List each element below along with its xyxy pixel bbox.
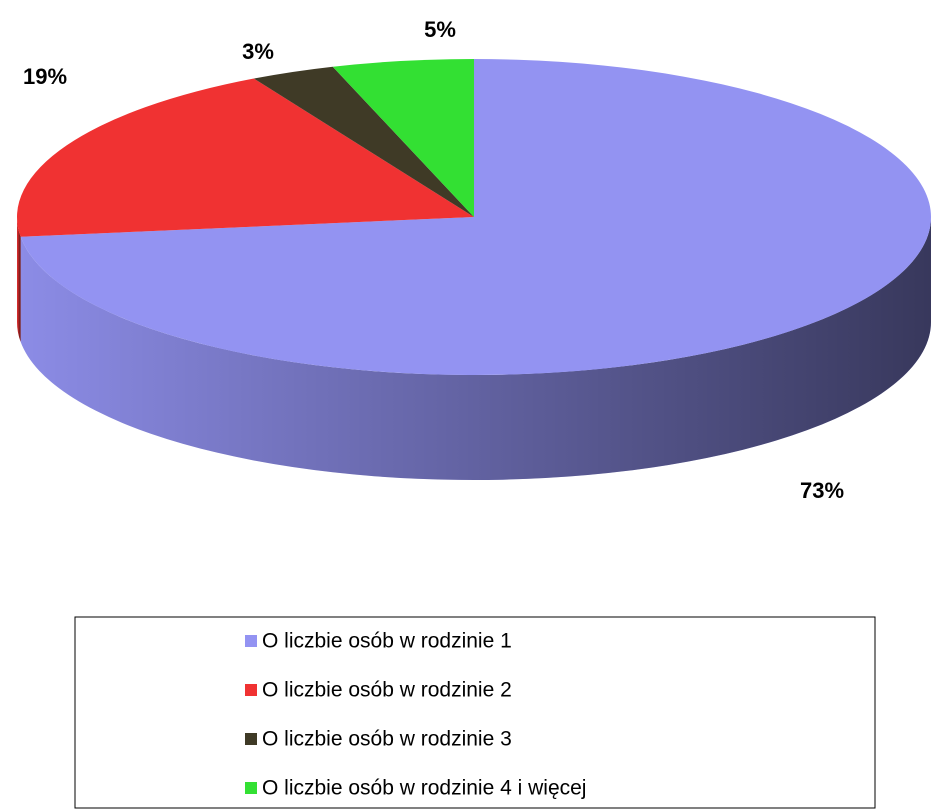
slice [253,66,474,218]
legend-label: O liczbie osób w rodzinie 1 [262,630,512,653]
legend-label: O liczbie osób w rodzinie 3 [262,728,512,751]
side-shade [17,217,21,342]
legend-label: O liczbie osób w rodzinie 2 [262,679,512,702]
slice [332,59,474,217]
legend-swatch [245,733,257,745]
legend-box [74,616,876,809]
legend-swatch [245,782,257,794]
data-label: 73% [800,478,844,503]
data-label: 3% [242,39,274,64]
data-label: 5% [424,17,456,42]
side-shade [20,217,931,480]
legend-swatch [245,635,257,647]
data-label: 19% [23,64,67,89]
legend-swatch [245,684,257,696]
slice [16,78,474,237]
legend-label: O liczbie osób w rodzinie 4 i więcej [262,777,586,800]
slice [20,59,931,375]
